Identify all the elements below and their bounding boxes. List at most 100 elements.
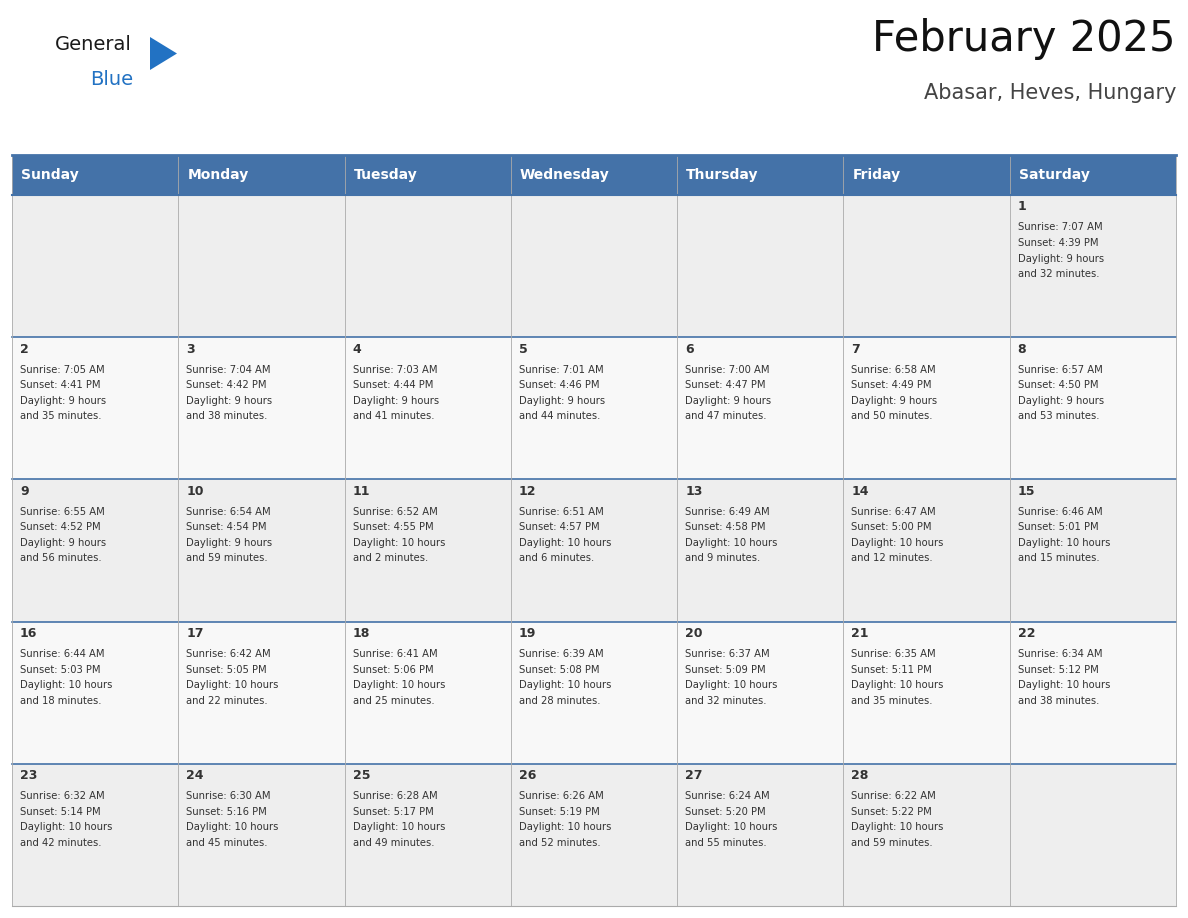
Bar: [1010, 621, 1176, 764]
Text: Thursday: Thursday: [687, 168, 759, 182]
Text: Daylight: 10 hours: Daylight: 10 hours: [20, 680, 113, 690]
Text: Sunset: 5:09 PM: Sunset: 5:09 PM: [685, 665, 766, 675]
Bar: [12, 155, 178, 195]
Text: and 45 minutes.: and 45 minutes.: [187, 838, 267, 848]
Text: 21: 21: [852, 627, 868, 640]
Text: Wednesday: Wednesday: [520, 168, 609, 182]
Bar: [1010, 479, 1176, 621]
Text: Sunrise: 6:58 AM: Sunrise: 6:58 AM: [852, 364, 936, 375]
Text: and 2 minutes.: and 2 minutes.: [353, 554, 428, 564]
Bar: [12, 337, 178, 479]
Bar: [843, 155, 1010, 195]
Text: 15: 15: [1018, 485, 1035, 498]
Text: 27: 27: [685, 769, 702, 782]
Text: Sunrise: 6:55 AM: Sunrise: 6:55 AM: [20, 507, 105, 517]
Text: Daylight: 10 hours: Daylight: 10 hours: [1018, 538, 1110, 548]
Text: Daylight: 9 hours: Daylight: 9 hours: [187, 396, 272, 406]
Text: 6: 6: [685, 342, 694, 355]
Text: Daylight: 10 hours: Daylight: 10 hours: [852, 823, 943, 833]
Text: Daylight: 10 hours: Daylight: 10 hours: [187, 680, 279, 690]
Text: Daylight: 9 hours: Daylight: 9 hours: [685, 396, 771, 406]
Text: Daylight: 10 hours: Daylight: 10 hours: [353, 823, 446, 833]
Text: 3: 3: [187, 342, 195, 355]
Text: Daylight: 9 hours: Daylight: 9 hours: [519, 396, 605, 406]
Text: Sunrise: 6:51 AM: Sunrise: 6:51 AM: [519, 507, 604, 517]
Text: Abasar, Heves, Hungary: Abasar, Heves, Hungary: [923, 83, 1176, 103]
Text: and 38 minutes.: and 38 minutes.: [187, 411, 267, 421]
Text: Sunset: 5:19 PM: Sunset: 5:19 PM: [519, 807, 600, 817]
Text: Sunrise: 6:41 AM: Sunrise: 6:41 AM: [353, 649, 437, 659]
Text: Friday: Friday: [853, 168, 901, 182]
Text: Daylight: 9 hours: Daylight: 9 hours: [20, 538, 106, 548]
Text: 24: 24: [187, 769, 204, 782]
Bar: [843, 337, 1010, 479]
Text: Sunrise: 6:46 AM: Sunrise: 6:46 AM: [1018, 507, 1102, 517]
Text: Sunset: 5:17 PM: Sunset: 5:17 PM: [353, 807, 434, 817]
Text: Sunset: 5:01 PM: Sunset: 5:01 PM: [1018, 522, 1099, 532]
Bar: [511, 764, 677, 906]
Text: Sunset: 4:58 PM: Sunset: 4:58 PM: [685, 522, 765, 532]
Text: February 2025: February 2025: [872, 18, 1176, 60]
Text: Daylight: 10 hours: Daylight: 10 hours: [519, 538, 612, 548]
Bar: [843, 479, 1010, 621]
Text: Sunrise: 6:44 AM: Sunrise: 6:44 AM: [20, 649, 105, 659]
Bar: [677, 155, 843, 195]
Text: Daylight: 10 hours: Daylight: 10 hours: [353, 538, 446, 548]
Text: Sunrise: 6:39 AM: Sunrise: 6:39 AM: [519, 649, 604, 659]
Text: Daylight: 10 hours: Daylight: 10 hours: [353, 680, 446, 690]
Bar: [511, 195, 677, 337]
Bar: [511, 337, 677, 479]
Text: and 47 minutes.: and 47 minutes.: [685, 411, 766, 421]
Bar: [345, 195, 511, 337]
Text: Sunrise: 6:24 AM: Sunrise: 6:24 AM: [685, 791, 770, 801]
Bar: [12, 621, 178, 764]
Text: Sunrise: 7:05 AM: Sunrise: 7:05 AM: [20, 364, 105, 375]
Text: Sunset: 4:47 PM: Sunset: 4:47 PM: [685, 380, 765, 390]
Bar: [1010, 155, 1176, 195]
Text: Sunrise: 6:49 AM: Sunrise: 6:49 AM: [685, 507, 770, 517]
Text: General: General: [55, 35, 132, 54]
Text: and 50 minutes.: and 50 minutes.: [852, 411, 933, 421]
Bar: [1010, 195, 1176, 337]
Text: and 22 minutes.: and 22 minutes.: [187, 696, 268, 706]
Bar: [345, 479, 511, 621]
Text: Sunset: 5:12 PM: Sunset: 5:12 PM: [1018, 665, 1099, 675]
Bar: [511, 479, 677, 621]
Text: 20: 20: [685, 627, 702, 640]
Text: Sunset: 4:52 PM: Sunset: 4:52 PM: [20, 522, 101, 532]
Text: Sunset: 5:11 PM: Sunset: 5:11 PM: [852, 665, 933, 675]
Text: Sunset: 4:42 PM: Sunset: 4:42 PM: [187, 380, 267, 390]
Text: and 49 minutes.: and 49 minutes.: [353, 838, 434, 848]
Text: Sunset: 4:55 PM: Sunset: 4:55 PM: [353, 522, 434, 532]
Text: Sunset: 5:00 PM: Sunset: 5:00 PM: [852, 522, 931, 532]
Text: Sunset: 5:14 PM: Sunset: 5:14 PM: [20, 807, 101, 817]
Bar: [843, 764, 1010, 906]
Text: Sunrise: 7:00 AM: Sunrise: 7:00 AM: [685, 364, 770, 375]
Text: 9: 9: [20, 485, 29, 498]
Text: Sunset: 4:46 PM: Sunset: 4:46 PM: [519, 380, 600, 390]
Text: Sunrise: 6:32 AM: Sunrise: 6:32 AM: [20, 791, 105, 801]
Text: and 35 minutes.: and 35 minutes.: [20, 411, 101, 421]
Bar: [843, 195, 1010, 337]
Text: 1: 1: [1018, 200, 1026, 214]
Text: Tuesday: Tuesday: [354, 168, 417, 182]
Text: Sunrise: 7:01 AM: Sunrise: 7:01 AM: [519, 364, 604, 375]
Text: Sunset: 5:03 PM: Sunset: 5:03 PM: [20, 665, 101, 675]
Bar: [345, 337, 511, 479]
Text: 5: 5: [519, 342, 527, 355]
Text: Sunset: 5:20 PM: Sunset: 5:20 PM: [685, 807, 766, 817]
Text: Sunset: 4:41 PM: Sunset: 4:41 PM: [20, 380, 101, 390]
Text: and 55 minutes.: and 55 minutes.: [685, 838, 766, 848]
Text: Sunrise: 7:04 AM: Sunrise: 7:04 AM: [187, 364, 271, 375]
Bar: [677, 764, 843, 906]
Text: and 18 minutes.: and 18 minutes.: [20, 696, 101, 706]
Text: Daylight: 10 hours: Daylight: 10 hours: [685, 680, 777, 690]
Text: 12: 12: [519, 485, 536, 498]
Text: Sunset: 5:05 PM: Sunset: 5:05 PM: [187, 665, 267, 675]
Text: and 42 minutes.: and 42 minutes.: [20, 838, 101, 848]
Bar: [12, 195, 178, 337]
Text: 7: 7: [852, 342, 860, 355]
Bar: [677, 195, 843, 337]
Text: and 32 minutes.: and 32 minutes.: [685, 696, 766, 706]
Text: and 15 minutes.: and 15 minutes.: [1018, 554, 1099, 564]
